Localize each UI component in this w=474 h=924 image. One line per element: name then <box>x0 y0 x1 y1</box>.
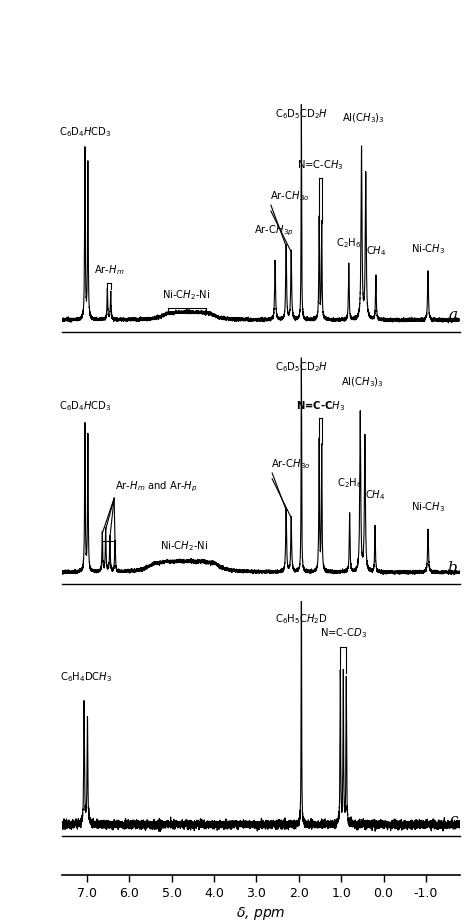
Text: C$H_4$: C$H_4$ <box>365 244 386 258</box>
Text: c: c <box>449 813 457 827</box>
Text: Ni-C$H_2$-Ni: Ni-C$H_2$-Ni <box>160 539 209 553</box>
Text: Al(C$H_3$)$_3$: Al(C$H_3$)$_3$ <box>341 376 384 389</box>
Text: C$_2$H$_6$: C$_2$H$_6$ <box>336 237 362 249</box>
Text: Ni-C$H_3$: Ni-C$H_3$ <box>411 242 445 256</box>
Text: Ar-$H_m$ and Ar-$H_p$: Ar-$H_m$ and Ar-$H_p$ <box>115 480 198 494</box>
Text: C$H_4$: C$H_4$ <box>365 489 385 502</box>
Text: b: b <box>447 561 457 575</box>
Text: C$_6$D$_5$CD$_2$$H$: C$_6$D$_5$CD$_2$$H$ <box>275 359 328 373</box>
Text: Ar-$H_m$: Ar-$H_m$ <box>94 263 125 277</box>
Text: C$_6$H$_4$DC$H_3$: C$_6$H$_4$DC$H_3$ <box>60 671 112 685</box>
Text: Ar-C$H_{3o}$: Ar-C$H_{3o}$ <box>271 457 311 471</box>
Text: Ar-C$H_{3p}$: Ar-C$H_{3p}$ <box>254 224 293 238</box>
Text: N=C-C$H_3$: N=C-C$H_3$ <box>297 158 344 172</box>
Text: N=C-C$H_3$: N=C-C$H_3$ <box>296 399 345 413</box>
Text: C$_2$H$_6$: C$_2$H$_6$ <box>337 477 363 491</box>
Text: Ar-C$H_{3o}$: Ar-C$H_{3o}$ <box>270 189 310 203</box>
Text: Ni-C$H_2$-Ni: Ni-C$H_2$-Ni <box>163 287 210 301</box>
Text: C$_6$D$_4$$H$CD$_3$: C$_6$D$_4$$H$CD$_3$ <box>59 399 111 413</box>
Text: Al(C$H_3$)$_3$: Al(C$H_3$)$_3$ <box>342 112 384 126</box>
Text: Ni-C$H_3$: Ni-C$H_3$ <box>411 500 445 514</box>
Text: C$_6$D$_4$$H$CD$_3$: C$_6$D$_4$$H$CD$_3$ <box>59 125 111 139</box>
Text: N=C-C$D_3$: N=C-C$D_3$ <box>320 626 367 639</box>
Text: a: a <box>448 309 457 322</box>
Text: C$_6$H$_5$C$H_2$D: C$_6$H$_5$C$H_2$D <box>275 612 328 626</box>
Text: C$_6$D$_5$CD$_2$$H$: C$_6$D$_5$CD$_2$$H$ <box>275 107 328 121</box>
X-axis label: $\delta$, ppm: $\delta$, ppm <box>236 906 285 922</box>
